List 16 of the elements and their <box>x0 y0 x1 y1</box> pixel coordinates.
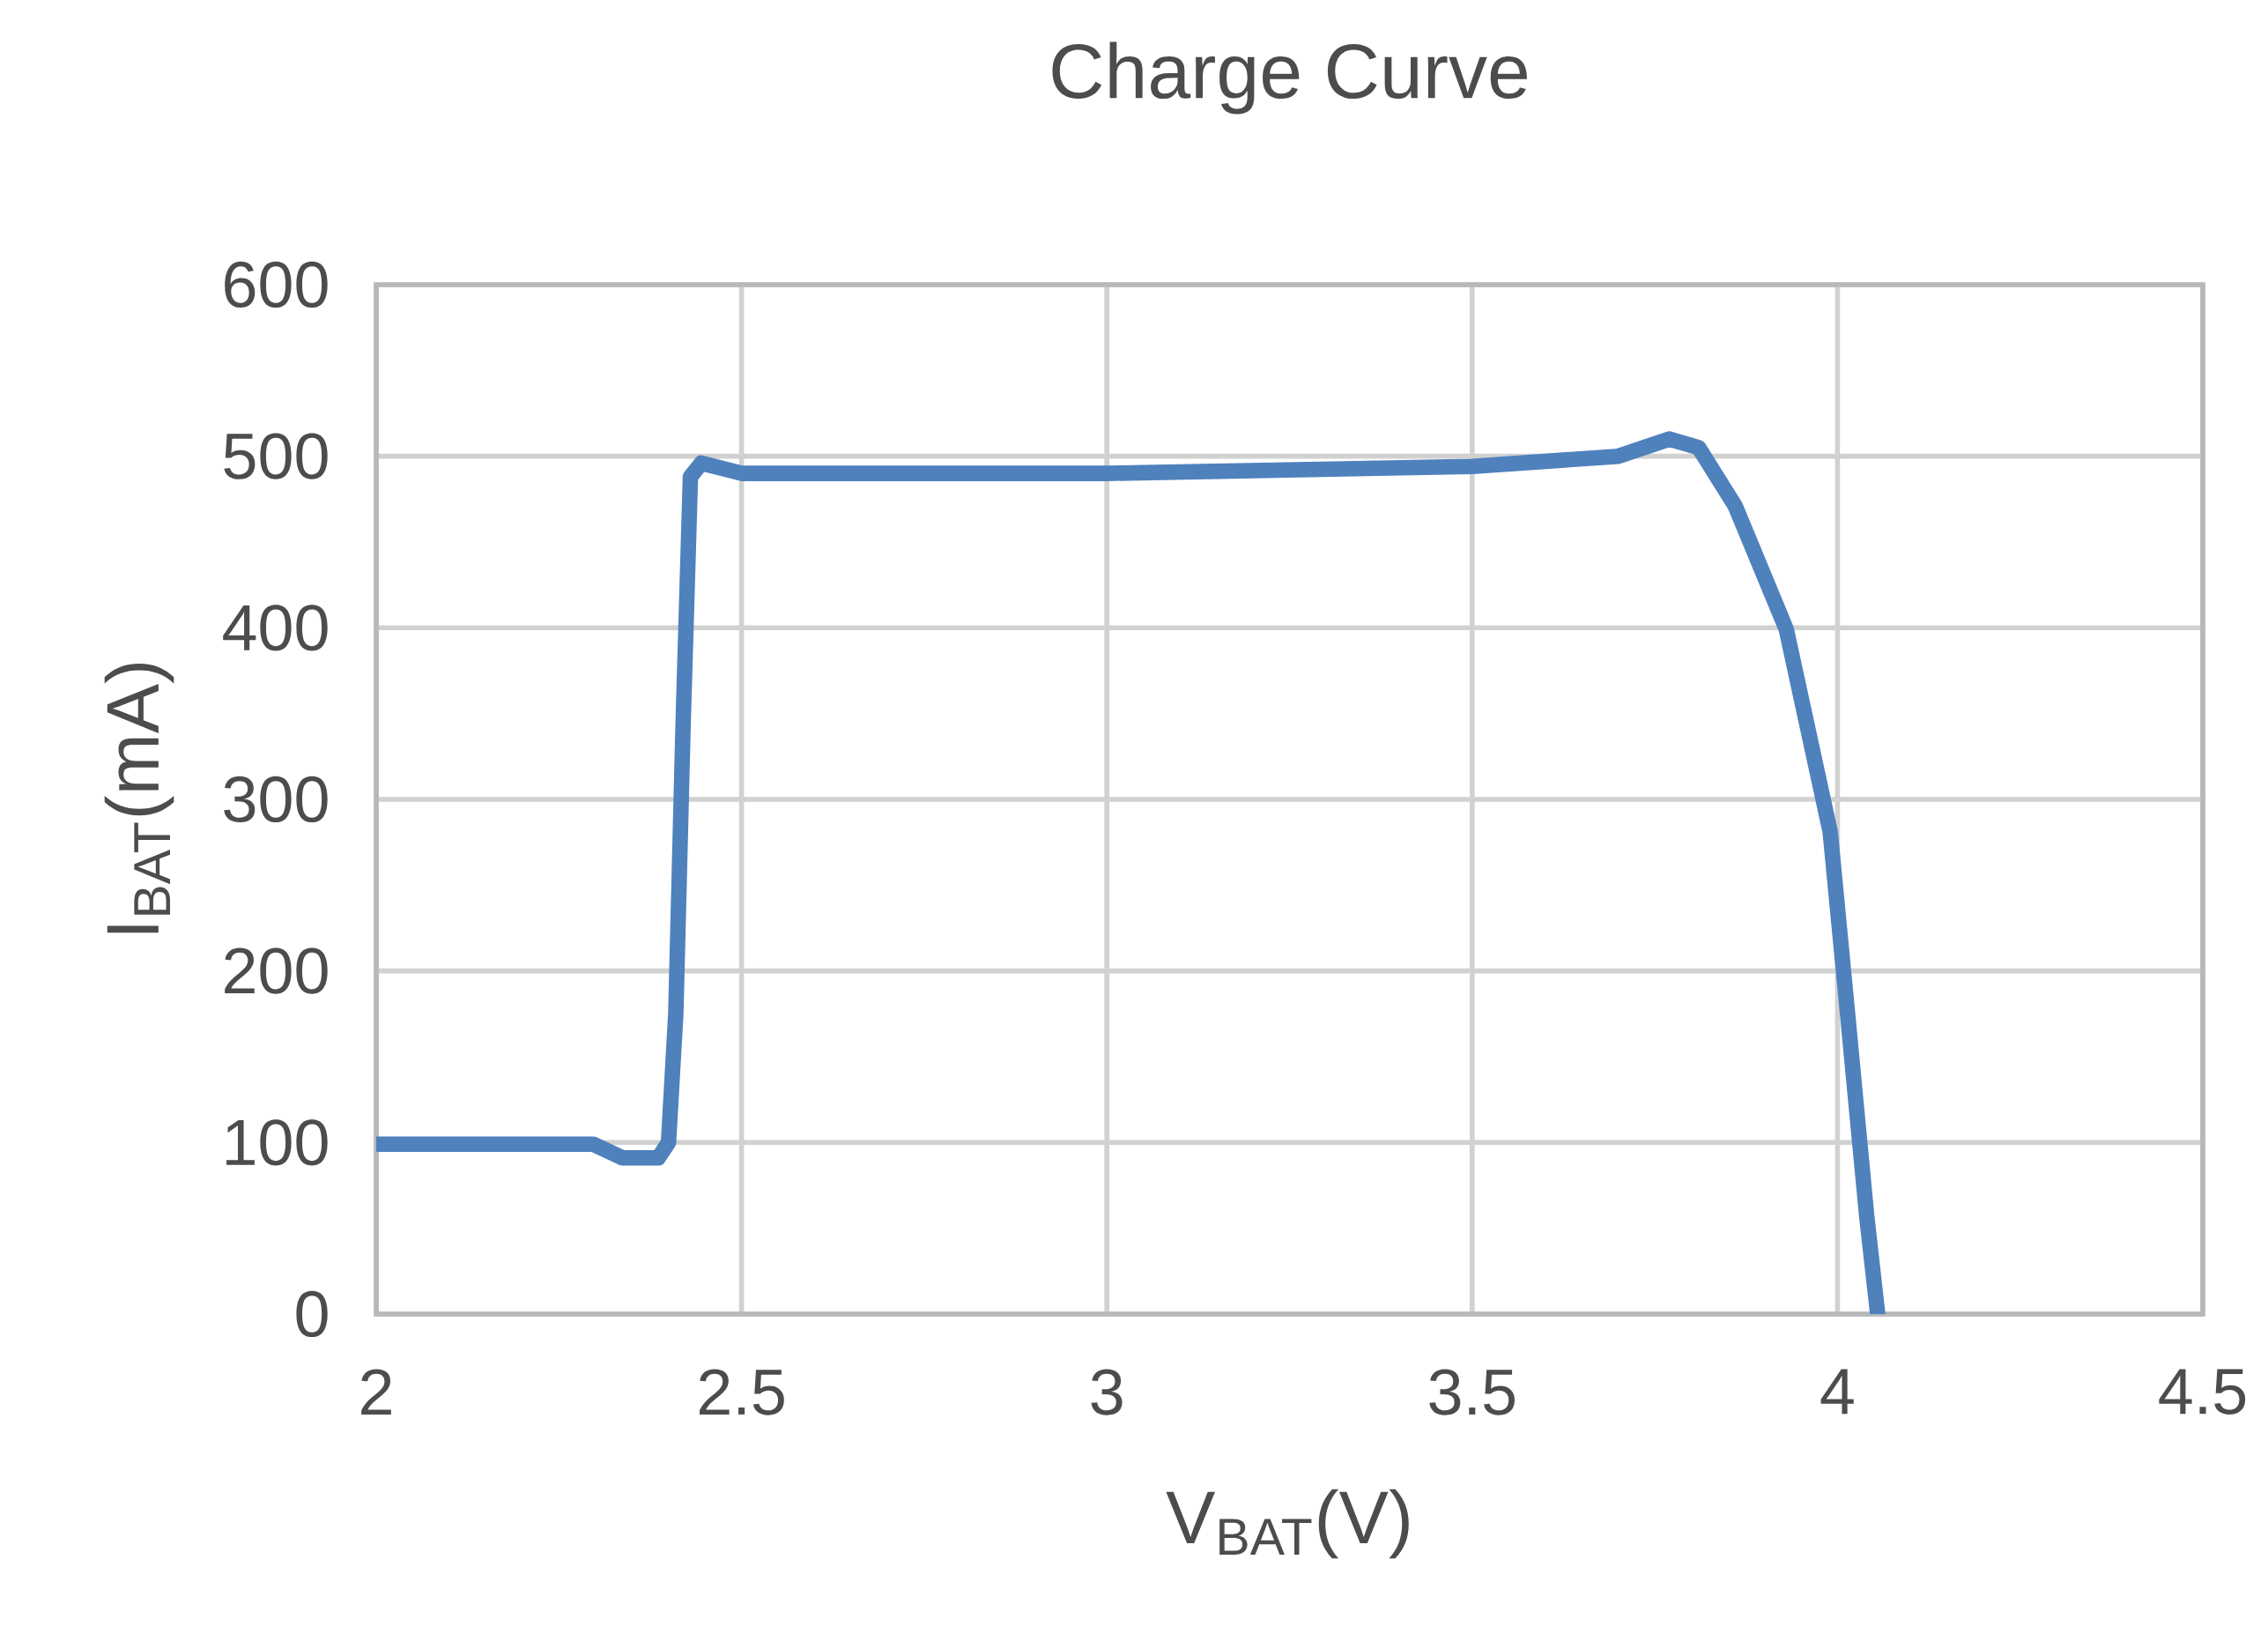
x-axis-title: V$_{BAT}$(V) <box>1166 1489 1409 1559</box>
y-tick-label: 100 <box>226 1119 328 1166</box>
x-tick-label: 4 <box>1820 1369 1854 1415</box>
y-tick-label: 0 <box>296 1290 328 1338</box>
y-axis-title: I$_{BAT}$(mA) <box>104 664 174 933</box>
chart-title: Charge Curve <box>1052 41 1527 115</box>
y-tick-label: 500 <box>224 433 328 479</box>
y-tick-label: 400 <box>223 605 328 651</box>
y-tick-label: 200 <box>225 947 328 994</box>
x-tick-label: 3.5 <box>1429 1369 1515 1415</box>
y-tick-label: 300 <box>224 776 328 823</box>
x-tick-label: 2 <box>361 1369 391 1415</box>
x-tick-label: 2.5 <box>700 1369 784 1415</box>
y-tick-label: 600 <box>225 261 328 308</box>
x-tick-label: 3 <box>1091 1369 1123 1415</box>
x-tick-label: 4.5 <box>2159 1369 2246 1415</box>
